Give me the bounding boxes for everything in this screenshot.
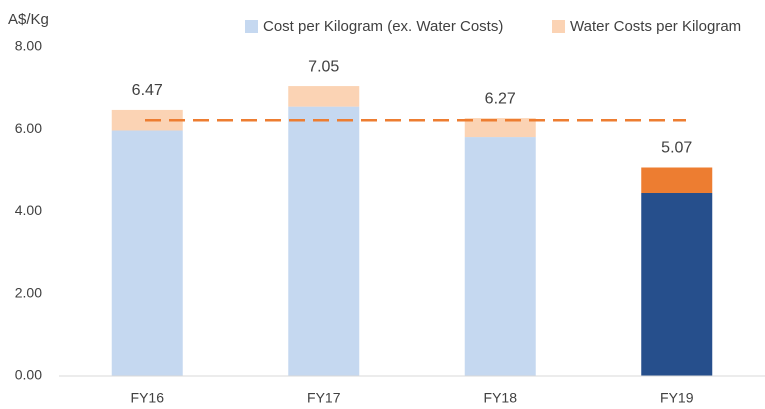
bar-segment: [111, 130, 183, 376]
bar-segment: [288, 86, 360, 107]
x-tick-label: FY19: [660, 390, 694, 406]
total-label: 6.47: [132, 82, 163, 99]
total-label: 5.07: [661, 140, 692, 157]
x-tick-label: FY17: [307, 390, 341, 406]
x-tick-label: FY16: [131, 390, 165, 406]
bar-segment: [641, 167, 713, 193]
bar-segment: [464, 118, 536, 138]
legend-label: Cost per Kilogram (ex. Water Costs): [263, 18, 503, 35]
legend-label: Water Costs per Kilogram: [570, 18, 741, 35]
total-label: 6.27: [485, 90, 516, 107]
y-tick-label: 0.00: [15, 367, 42, 383]
y-tick-label: 6.00: [15, 120, 42, 136]
y-tick-label: 4.00: [15, 202, 42, 218]
bar-segment: [641, 192, 713, 376]
y-axis-label: A$/Kg: [8, 11, 49, 28]
total-label: 7.05: [308, 58, 339, 75]
y-tick-label: 8.00: [15, 38, 42, 54]
legend-swatch: [245, 20, 258, 33]
x-tick-label: FY18: [484, 390, 518, 406]
y-tick-label: 2.00: [15, 284, 42, 300]
bar-segment: [288, 106, 360, 376]
bar-segment: [464, 137, 536, 376]
legend-swatch: [552, 20, 565, 33]
